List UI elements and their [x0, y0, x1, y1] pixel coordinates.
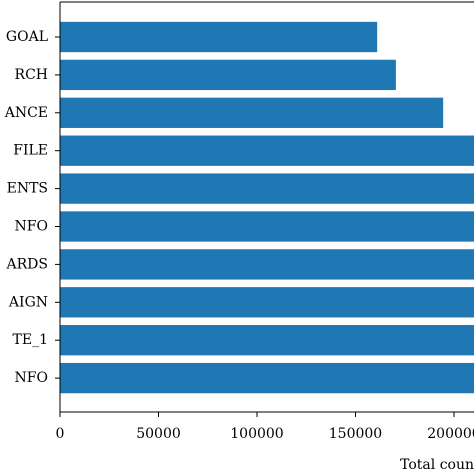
- y-tick-label: TE_1: [13, 332, 48, 348]
- bar: [60, 287, 474, 318]
- bar: [60, 59, 396, 91]
- bar: [60, 249, 474, 280]
- y-tick-label: AIGN: [8, 294, 48, 310]
- x-tick-label: 50000: [136, 426, 181, 442]
- y-tick-label: ENTS: [7, 181, 48, 197]
- bar: [60, 135, 474, 166]
- bar: [60, 173, 474, 204]
- x-tick-label: 150000: [329, 426, 382, 442]
- x-tick-label: 100000: [230, 426, 283, 442]
- y-tick-label: RCH: [15, 67, 48, 83]
- x-tick-label: 0: [56, 426, 65, 442]
- bar: [60, 211, 474, 242]
- y-tick-label: GOAL: [6, 29, 48, 45]
- y-tick-label: ARDS: [6, 256, 48, 272]
- x-tick-label: 200000: [427, 426, 474, 442]
- y-tick-label: FILE: [13, 143, 48, 159]
- bar: [60, 97, 444, 128]
- bar: [60, 325, 474, 356]
- bar: [60, 362, 474, 394]
- y-tick-label: ANCE: [4, 105, 48, 121]
- y-tick-label: NFO: [15, 219, 48, 235]
- bar: [60, 21, 378, 53]
- y-tick-label: NFO: [15, 370, 48, 386]
- x-axis-label: Total coun: [400, 457, 474, 473]
